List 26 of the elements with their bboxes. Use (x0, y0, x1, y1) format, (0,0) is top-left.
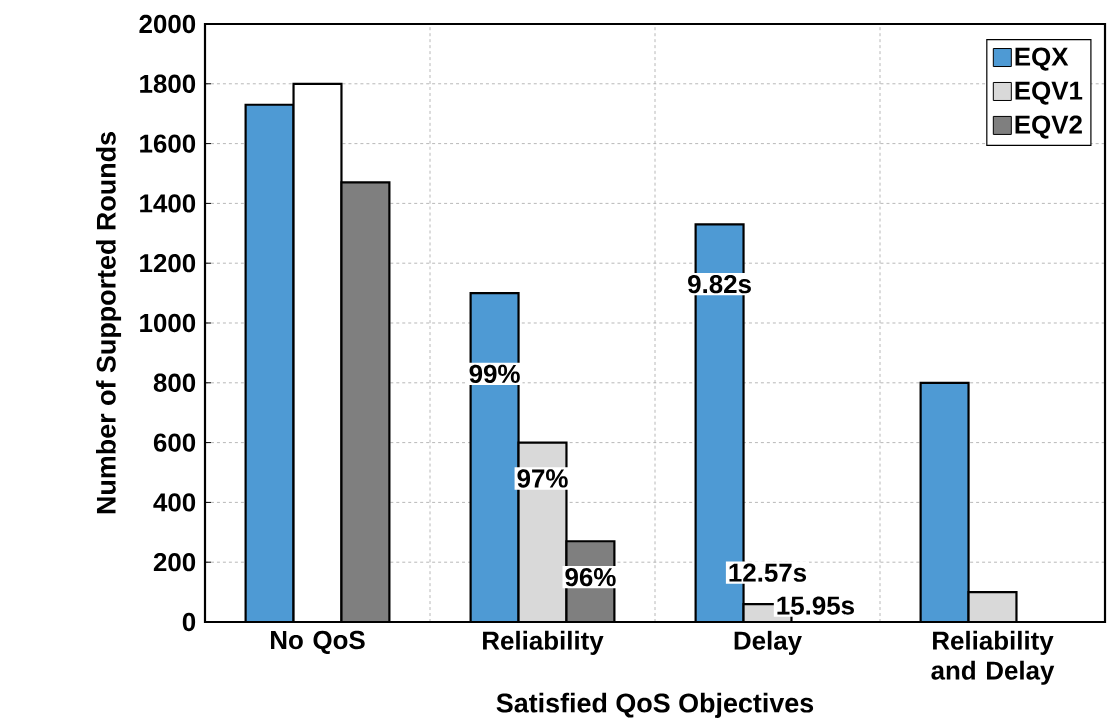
y-tick-label: 800 (153, 373, 196, 392)
x-tick-label: No QoS (271, 630, 365, 655)
legend-label: EQV1 (1015, 81, 1083, 105)
annotation: 12.57s (729, 563, 807, 582)
x-tick-label: Reliability and Delay (931, 630, 1055, 685)
y-tick-label: 1000 (140, 313, 196, 333)
annotation: 97% (517, 469, 568, 488)
legend-label: EQX (1015, 47, 1069, 71)
y-axis-title: Number of Supported Rounds (96, 132, 122, 514)
y-tick-label: 0 (182, 612, 196, 632)
x-axis-title: Satisfied QoS Objectives (496, 692, 814, 718)
y-tick-label: 1600 (140, 134, 196, 153)
y-tick-label: 1400 (140, 194, 196, 213)
y-tick-label: 2000 (139, 14, 196, 34)
y-tick-label: 600 (153, 433, 196, 452)
annotation: 96% (565, 567, 616, 587)
y-tick-label: 400 (153, 493, 196, 512)
annotation: 9.82s (688, 274, 751, 294)
x-tick-label: Reliability (483, 630, 604, 655)
y-tick-label: 1200 (140, 254, 196, 273)
legend-label: EQV2 (1015, 115, 1082, 139)
annotation: 99% (469, 364, 520, 383)
y-tick-label: 200 (153, 553, 196, 572)
y-tick-label: 1800 (140, 74, 196, 93)
x-tick-label: Delay (734, 630, 802, 655)
annotation: 15.95s (777, 596, 854, 615)
